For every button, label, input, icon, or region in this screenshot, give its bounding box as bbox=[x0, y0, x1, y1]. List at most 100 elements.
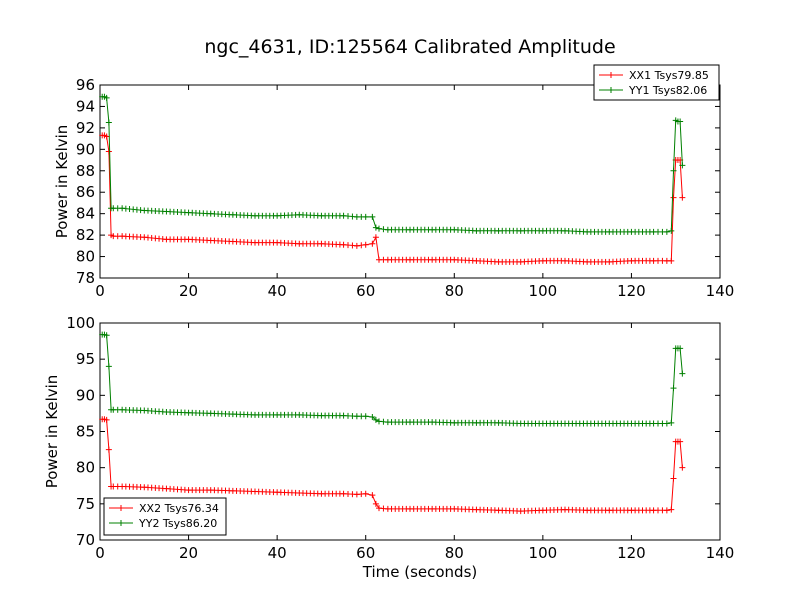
data-point bbox=[495, 507, 502, 514]
legend-label: XX1 Tsys79.85 bbox=[629, 69, 709, 82]
y-tick-label: 86 bbox=[76, 183, 95, 201]
data-point bbox=[163, 208, 170, 215]
data-point bbox=[340, 412, 347, 419]
data-point bbox=[340, 241, 347, 248]
data-point bbox=[274, 212, 281, 219]
data-point bbox=[650, 228, 657, 235]
data-point bbox=[340, 490, 347, 497]
data-point bbox=[353, 242, 360, 249]
y-axis-label: Power in Kelvin bbox=[53, 125, 71, 239]
data-point bbox=[606, 258, 613, 265]
series-yy bbox=[99, 331, 686, 427]
y-tick-label: 75 bbox=[76, 495, 95, 513]
data-point bbox=[163, 236, 170, 243]
data-point bbox=[663, 507, 670, 514]
data-point bbox=[473, 506, 480, 513]
data-point bbox=[670, 475, 677, 482]
x-tick-label: 0 bbox=[95, 544, 105, 562]
data-point bbox=[606, 420, 613, 427]
data-point bbox=[274, 411, 281, 418]
data-point bbox=[372, 500, 379, 507]
data-point bbox=[677, 118, 684, 125]
data-point bbox=[103, 133, 110, 140]
data-point bbox=[584, 258, 591, 265]
data-point bbox=[141, 484, 148, 491]
data-point bbox=[584, 420, 591, 427]
legend-box bbox=[593, 64, 720, 101]
data-point bbox=[110, 483, 117, 490]
data-point bbox=[429, 256, 436, 263]
data-point bbox=[340, 212, 347, 219]
data-point bbox=[384, 256, 391, 263]
data-point bbox=[517, 258, 524, 265]
data-point bbox=[384, 419, 391, 426]
data-point bbox=[207, 210, 214, 217]
data-point bbox=[562, 420, 568, 427]
data-point bbox=[296, 211, 303, 218]
plot-frame bbox=[99, 84, 721, 279]
x-tick-label: 60 bbox=[356, 544, 375, 562]
x-tick-label: 40 bbox=[268, 282, 287, 300]
legend: XX2 Tsys76.34 YY2 Tsys86.20 bbox=[103, 497, 227, 536]
data-point bbox=[473, 227, 480, 234]
y-tick-label: 96 bbox=[76, 76, 95, 94]
data-point bbox=[679, 194, 686, 201]
data-point bbox=[670, 385, 677, 392]
data-point bbox=[677, 438, 684, 445]
data-point bbox=[353, 213, 360, 220]
series-xx bbox=[99, 416, 686, 515]
data-point bbox=[372, 234, 379, 241]
data-point bbox=[119, 233, 126, 240]
data-point bbox=[451, 226, 458, 233]
data-point bbox=[362, 241, 369, 248]
data-point bbox=[376, 256, 382, 263]
data-point bbox=[110, 406, 117, 413]
data-point bbox=[473, 419, 480, 426]
data-point bbox=[318, 240, 325, 247]
legend-box bbox=[103, 497, 227, 536]
data-point bbox=[369, 240, 376, 247]
data-point bbox=[429, 419, 436, 426]
data-point bbox=[207, 237, 214, 244]
data-point bbox=[318, 212, 325, 219]
data-point bbox=[103, 332, 110, 339]
x-axis-label: Time (seconds) bbox=[362, 563, 478, 581]
data-point bbox=[650, 420, 657, 427]
data-point bbox=[407, 256, 413, 263]
data-point bbox=[318, 490, 325, 497]
x-tick-label: 60 bbox=[356, 282, 375, 300]
data-point bbox=[103, 94, 110, 101]
data-point bbox=[668, 257, 675, 264]
data-point bbox=[229, 411, 236, 418]
data-point bbox=[372, 224, 379, 231]
data-point bbox=[679, 162, 686, 169]
data-point bbox=[369, 492, 376, 499]
x-tick-label: 120 bbox=[617, 544, 646, 562]
data-point bbox=[252, 411, 258, 418]
data-point bbox=[110, 233, 117, 240]
x-tick-label: 140 bbox=[706, 282, 735, 300]
data-point bbox=[376, 505, 382, 512]
data-point bbox=[274, 239, 281, 246]
data-point bbox=[229, 211, 236, 218]
data-point bbox=[584, 228, 591, 235]
data-point bbox=[670, 167, 677, 174]
data-point bbox=[677, 345, 684, 352]
data-point bbox=[606, 507, 613, 514]
x-tick-label: 20 bbox=[179, 544, 198, 562]
legend-label: YY2 Tsys86.20 bbox=[138, 517, 217, 530]
data-point bbox=[562, 227, 568, 234]
x-tick-label: 140 bbox=[706, 544, 735, 562]
data-point bbox=[539, 227, 546, 234]
data-point bbox=[539, 420, 546, 427]
x-tick-label: 100 bbox=[529, 544, 558, 562]
data-point bbox=[628, 228, 635, 235]
data-point bbox=[429, 226, 436, 233]
series-yy bbox=[99, 93, 686, 235]
data-point bbox=[376, 418, 382, 425]
data-point bbox=[384, 505, 391, 512]
data-point bbox=[207, 410, 214, 417]
data-point bbox=[670, 194, 677, 201]
data-point bbox=[105, 119, 112, 126]
